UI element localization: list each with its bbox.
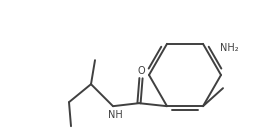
Text: NH: NH bbox=[108, 110, 122, 120]
Text: O: O bbox=[137, 66, 145, 76]
Text: NH₂: NH₂ bbox=[220, 43, 239, 53]
